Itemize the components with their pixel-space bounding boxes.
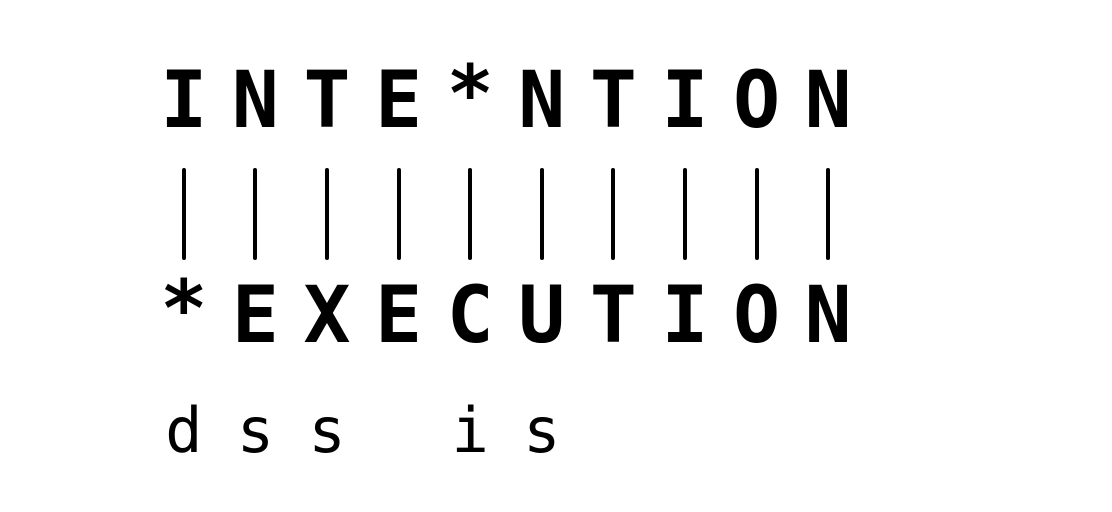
alignment-link: [721, 168, 793, 260]
source-char: N: [518, 56, 566, 146]
alignment-link: [291, 168, 363, 260]
edit-operation-label: [363, 400, 435, 462]
target-word-row: * E X E C U T I O N: [148, 271, 864, 361]
source-char: I: [160, 56, 208, 146]
source-char: O: [733, 56, 781, 146]
edit-operation-label: i: [451, 394, 489, 467]
alignment-link: [792, 168, 864, 260]
edit-operation-label: d: [165, 394, 203, 467]
edit-operation-label: [649, 400, 721, 462]
alignment-links-row: [148, 168, 864, 260]
source-char: N: [804, 56, 852, 146]
edit-operation-label: [792, 400, 864, 462]
target-gap-marker: *: [160, 265, 208, 355]
alignment-link: [148, 168, 220, 260]
alignment-link: [363, 168, 435, 260]
alignment-link: [578, 168, 650, 260]
alignment-link: [434, 168, 506, 260]
edit-operation-label: s: [523, 394, 561, 467]
source-word-row: I N T E * N T I O N: [148, 56, 864, 146]
target-char: T: [589, 271, 637, 361]
source-char: E: [375, 56, 423, 146]
source-char: I: [661, 56, 709, 146]
target-char: N: [804, 271, 852, 361]
source-char: N: [231, 56, 279, 146]
target-char: E: [231, 271, 279, 361]
edit-operations-row: d s s i s: [148, 400, 864, 462]
target-char: U: [518, 271, 566, 361]
target-char: O: [733, 271, 781, 361]
target-char: I: [661, 271, 709, 361]
edit-operation-label: [721, 400, 793, 462]
source-char: T: [303, 56, 351, 146]
alignment-link: [649, 168, 721, 260]
edit-operation-label: [578, 400, 650, 462]
source-gap-marker: *: [446, 50, 494, 140]
edit-operation-label: s: [236, 394, 275, 467]
target-char: C: [446, 271, 494, 361]
target-char: E: [375, 271, 423, 361]
target-char: X: [303, 271, 351, 361]
edit-operation-label: s: [308, 394, 346, 467]
alignment-link: [220, 168, 292, 260]
alignment-link: [506, 168, 578, 260]
source-char: T: [589, 56, 637, 146]
